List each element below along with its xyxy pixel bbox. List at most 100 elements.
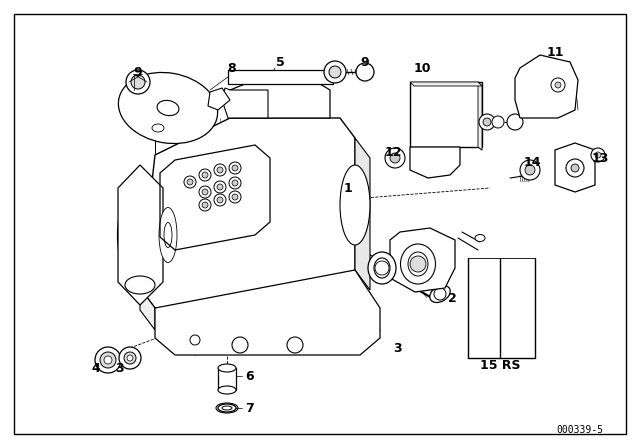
Circle shape [229,177,241,189]
Circle shape [190,335,200,345]
Circle shape [507,114,523,130]
Circle shape [525,165,535,175]
Ellipse shape [475,234,485,241]
Polygon shape [118,165,163,305]
Text: 13: 13 [591,151,609,164]
Polygon shape [230,78,330,118]
Circle shape [229,191,241,203]
Circle shape [126,70,150,94]
Polygon shape [478,82,482,150]
Circle shape [375,261,389,275]
Polygon shape [355,138,370,290]
Circle shape [479,114,495,130]
Circle shape [214,194,226,206]
Circle shape [95,347,121,373]
Ellipse shape [218,404,236,412]
Ellipse shape [159,207,177,263]
Circle shape [232,165,238,171]
Circle shape [104,356,112,364]
Bar [218,368,236,390]
Circle shape [492,116,504,128]
Ellipse shape [368,252,396,284]
Text: 10: 10 [413,61,431,74]
Polygon shape [155,270,380,355]
Circle shape [214,181,226,193]
Text: 000339-5: 000339-5 [557,425,604,435]
Circle shape [229,162,241,174]
Text: 4: 4 [92,362,100,375]
Ellipse shape [401,244,435,284]
Text: 3: 3 [116,362,124,375]
Ellipse shape [157,100,179,116]
Polygon shape [208,88,230,110]
Circle shape [131,75,145,89]
Circle shape [124,352,136,364]
Circle shape [127,355,133,361]
Polygon shape [410,147,460,178]
Circle shape [551,78,565,92]
Circle shape [591,148,605,162]
Text: 2: 2 [447,292,456,305]
Circle shape [232,194,238,200]
Text: 14: 14 [524,155,541,168]
Text: 5: 5 [276,56,284,69]
Circle shape [555,82,561,88]
Polygon shape [555,143,595,192]
Circle shape [410,256,426,272]
Circle shape [287,337,303,353]
Polygon shape [140,118,355,308]
Circle shape [356,63,374,81]
Circle shape [184,176,196,188]
Ellipse shape [118,73,218,143]
Text: 3: 3 [394,341,403,354]
Ellipse shape [125,276,155,294]
Text: 15 RS: 15 RS [480,358,520,371]
Text: 11: 11 [547,46,564,59]
Polygon shape [410,82,482,86]
Circle shape [217,167,223,173]
Polygon shape [515,55,578,118]
Circle shape [217,197,223,203]
Circle shape [390,153,400,163]
Circle shape [385,148,405,168]
Ellipse shape [408,252,428,276]
Circle shape [202,172,208,178]
Circle shape [483,118,491,126]
Circle shape [199,186,211,198]
Circle shape [595,152,601,158]
Circle shape [214,164,226,176]
Text: 8: 8 [228,61,236,74]
Circle shape [202,189,208,195]
Circle shape [232,337,248,353]
Circle shape [232,180,238,186]
Circle shape [119,347,141,369]
Ellipse shape [374,258,390,278]
Circle shape [199,169,211,181]
Polygon shape [140,288,155,330]
Text: 9: 9 [361,56,369,69]
Ellipse shape [118,188,163,283]
Ellipse shape [152,124,164,132]
Circle shape [217,184,223,190]
Text: 1: 1 [344,181,353,194]
Circle shape [100,352,116,368]
Circle shape [187,179,193,185]
Ellipse shape [430,285,450,302]
Polygon shape [222,88,268,118]
Circle shape [324,61,346,83]
Ellipse shape [218,386,236,394]
Circle shape [329,66,341,78]
Circle shape [520,160,540,180]
Ellipse shape [164,223,172,247]
Circle shape [566,159,584,177]
Polygon shape [390,228,455,292]
Text: 6: 6 [246,370,254,383]
Bar [410,82,482,147]
Text: 7: 7 [246,401,254,414]
Bar [228,70,333,84]
Circle shape [199,199,211,211]
Ellipse shape [340,165,370,245]
Circle shape [202,202,208,208]
Circle shape [571,164,579,172]
Circle shape [434,288,446,300]
